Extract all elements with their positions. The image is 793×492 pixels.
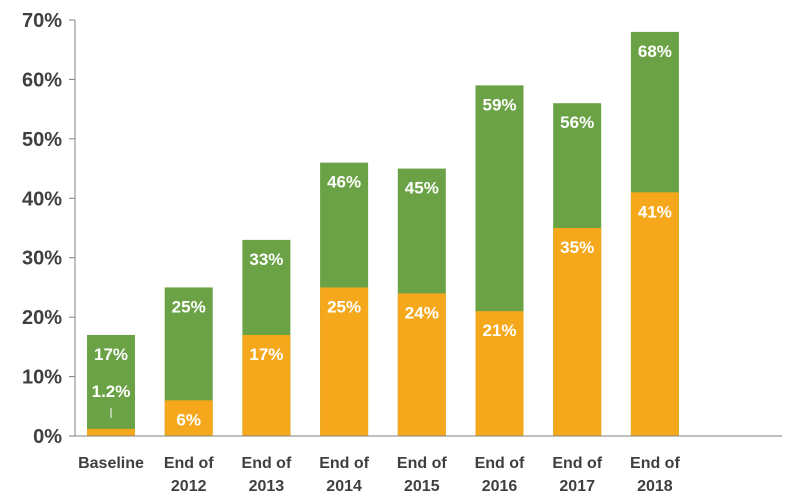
bar-series-2 xyxy=(397,293,446,436)
data-label: 17% xyxy=(249,345,283,364)
data-label: 68% xyxy=(638,42,672,61)
data-label: 25% xyxy=(327,297,361,316)
bar-series-2 xyxy=(164,400,213,436)
bar-series-2 xyxy=(475,311,524,436)
x-tick-label: End of xyxy=(397,455,447,472)
data-label: 56% xyxy=(560,113,594,132)
bar-series-2 xyxy=(630,192,679,436)
data-label: 45% xyxy=(405,179,439,198)
data-label: 41% xyxy=(638,202,672,221)
data-label: 24% xyxy=(405,303,439,322)
x-tick-label: 2012 xyxy=(171,478,207,492)
data-label: 33% xyxy=(249,250,283,269)
data-label: 6% xyxy=(176,410,201,429)
data-label: 25% xyxy=(172,297,206,316)
data-label: 21% xyxy=(482,321,516,340)
x-tick-label: End of xyxy=(630,455,680,472)
x-tick-label: End of xyxy=(319,455,369,472)
data-label: 46% xyxy=(327,173,361,192)
bar-series-1 xyxy=(87,334,135,436)
y-tick-label: 40% xyxy=(22,188,62,210)
data-label: 35% xyxy=(560,238,594,257)
x-tick-label: Baseline xyxy=(78,455,144,472)
x-tick-label: 2017 xyxy=(559,478,595,492)
x-tick-label: End of xyxy=(164,455,214,472)
x-tick-label: 2013 xyxy=(249,478,285,492)
data-label: 17% xyxy=(94,345,128,364)
x-tick-label: End of xyxy=(475,455,525,472)
bar-series-2 xyxy=(553,228,602,436)
y-tick-label: 50% xyxy=(22,129,62,151)
y-tick-label: 30% xyxy=(22,248,62,270)
bar-series-2 xyxy=(320,287,369,436)
x-tick-label: End of xyxy=(242,455,292,472)
x-tick-label: End of xyxy=(552,455,602,472)
x-tick-label: 2015 xyxy=(404,478,440,492)
x-tick-label: 2014 xyxy=(326,478,362,492)
data-label: 1.2% xyxy=(92,382,131,401)
y-tick-label: 60% xyxy=(22,69,62,91)
y-tick-label: 20% xyxy=(22,307,62,329)
bar-series-2 xyxy=(87,428,135,436)
y-tick-label: 0% xyxy=(33,426,62,448)
x-tick-label: 2016 xyxy=(482,478,518,492)
y-tick-label: 10% xyxy=(22,367,62,389)
y-tick-label: 70% xyxy=(22,10,62,32)
data-label: 59% xyxy=(482,95,516,114)
bar-series-2 xyxy=(242,334,291,436)
x-tick-label: 2018 xyxy=(637,478,673,492)
